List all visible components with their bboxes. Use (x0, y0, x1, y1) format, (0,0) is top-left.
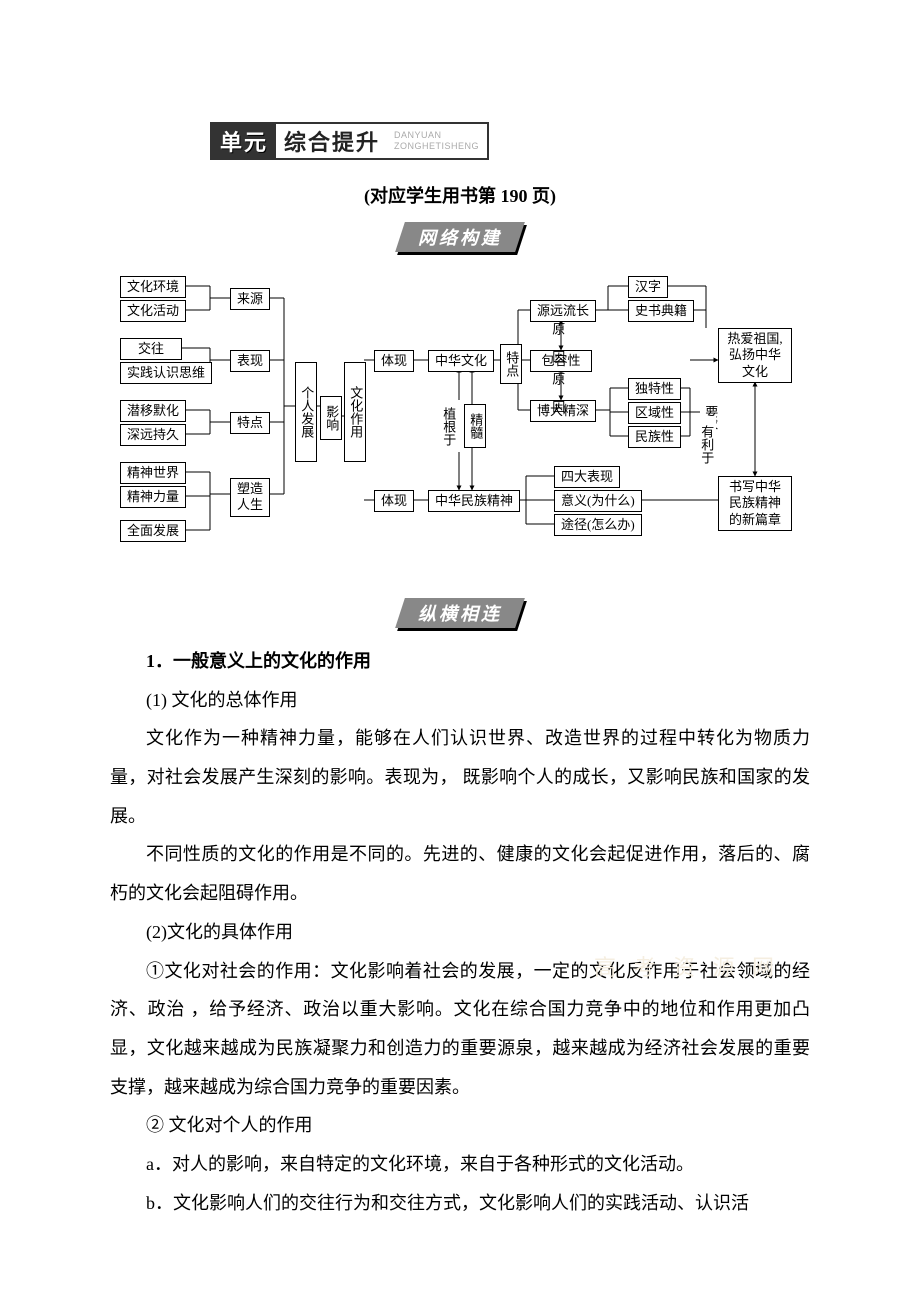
diagram-node-n_whhd: 文化活动 (120, 300, 186, 322)
diagram-node-n_tx2: 体现 (374, 490, 414, 512)
diagram-node-n_jsll: 精神力量 (120, 486, 186, 508)
diagram-node-n_qmfz: 全面发展 (120, 520, 186, 542)
section-1-label: 网络构建 (418, 224, 502, 250)
diagram-node-n_zgy: 植根于 (438, 398, 458, 454)
body-heading-1: 1．一般意义上的文化的作用 (110, 642, 810, 681)
unit-header-badge: 单元 综合提升 DANYUAN ZONGHETISHENG (210, 122, 489, 160)
diagram-node-n_sjrs: 实践认识思维 (120, 362, 212, 384)
header-pinyin: DANYUAN ZONGHETISHENG (388, 124, 487, 158)
section-2-heading: 纵横相连 (110, 598, 810, 628)
diagram-node-n_qyx: 区域性 (628, 402, 681, 424)
diagram-node-n_zhwh: 中华文化 (428, 350, 494, 372)
section-1-heading: 网络构建 (110, 222, 810, 252)
section-2-label: 纵横相连 (418, 600, 502, 626)
diagram-node-n_yywsm: 意义(为什么) (554, 490, 642, 512)
diagram-node-n_tx1: 体现 (374, 350, 414, 372)
diagram-node-n_whhj: 文化环境 (120, 276, 186, 298)
body-p3: 不同性质的文化的作用是不同的。先进的、健康的文化会起促进作用，落后的、腐朽的文化… (110, 835, 810, 912)
diagram-node-n_ly: 来源 (230, 288, 270, 310)
diagram-node-n_dtx: 独特性 (628, 378, 681, 400)
diagram-node-n_grfz: 个人发展 (295, 362, 317, 462)
diagram-node-n_bx: 表现 (230, 350, 270, 372)
diagram-label-l_yy1: 原 因 (550, 322, 564, 363)
diagram-node-n_jssj: 精神世界 (120, 462, 186, 484)
pinyin-line-2: ZONGHETISHENG (394, 141, 479, 152)
pinyin-line-1: DANYUAN (394, 130, 479, 141)
diagram-node-n_td: 特点 (230, 412, 270, 434)
diagram-node-n_zhmzjs: 中华民族精神 (428, 490, 520, 512)
diagram-node-n_yylc: 源远流长 (530, 300, 596, 322)
body-p4: (2)文化的具体作用 (110, 913, 810, 952)
body-p8: b．文化影响人们的交往行为和交往方式，文化影响人们的实践活动、认识活 (110, 1184, 810, 1223)
diagram-node-n_jsv: 精髓 (464, 404, 486, 448)
diagram-node-n_yly: 有利于 (696, 416, 716, 472)
body-p1: (1) 文化的总体作用 (110, 681, 810, 720)
diagram-node-n_sycj: 深远持久 (120, 424, 186, 446)
diagram-node-n_sdbx: 四大表现 (554, 466, 620, 488)
diagram-node-n_mzx: 民族性 (628, 426, 681, 448)
diagram-node-n_whzy: 文化作用 (344, 362, 366, 462)
page-reference-subtitle: (对应学生用书第 190 页) (110, 182, 810, 208)
diagram-node-n_tdv: 特点 (500, 344, 522, 384)
diagram-node-n_qymh: 潜移默化 (120, 400, 186, 422)
body-p5: ①文化对社会的作用：文化影响着社会的发展，一定的文化反作用于社会领域的经济、政治… (110, 952, 810, 1107)
header-light: 综合提升 (276, 124, 388, 158)
diagram-node-n_razg: 热爱祖国,弘扬中华文化 (718, 328, 792, 383)
body-p6: ② 文化对个人的作用 (110, 1106, 810, 1145)
diagram-node-n_szrs: 塑造人生 (230, 478, 270, 517)
diagram-node-n_hz: 汉字 (628, 276, 668, 298)
diagram-node-n_sxzh: 书写中华民族精神的新篇章 (718, 476, 792, 531)
diagram-node-n_ssdj: 史书典籍 (628, 300, 694, 322)
diagram-node-n_tjzmb: 途径(怎么办) (554, 514, 642, 536)
concept-diagram: 文化环境文化活动 来源交往实践认识思维表现潜移默化深远持久 特点精神世界精神力量全面… (110, 266, 810, 586)
body-p2: 文化作为一种精神力量，能够在人们认识世界、改造世界的过程中转化为物质力量，对社会… (110, 719, 810, 835)
body-p7: a．对人的影响，来自特定的文化环境，来自于各种形式的文化活动。 (110, 1145, 810, 1184)
header-dark: 单元 (212, 124, 276, 158)
diagram-node-n_yx: 影响 (320, 396, 342, 440)
diagram-node-n_jw: 交往 (120, 338, 182, 360)
body-text: 1．一般意义上的文化的作用 (1) 文化的总体作用 文化作为一种精神力量，能够在… (110, 642, 810, 1222)
diagram-label-l_yy2: 原 因 (550, 372, 564, 413)
